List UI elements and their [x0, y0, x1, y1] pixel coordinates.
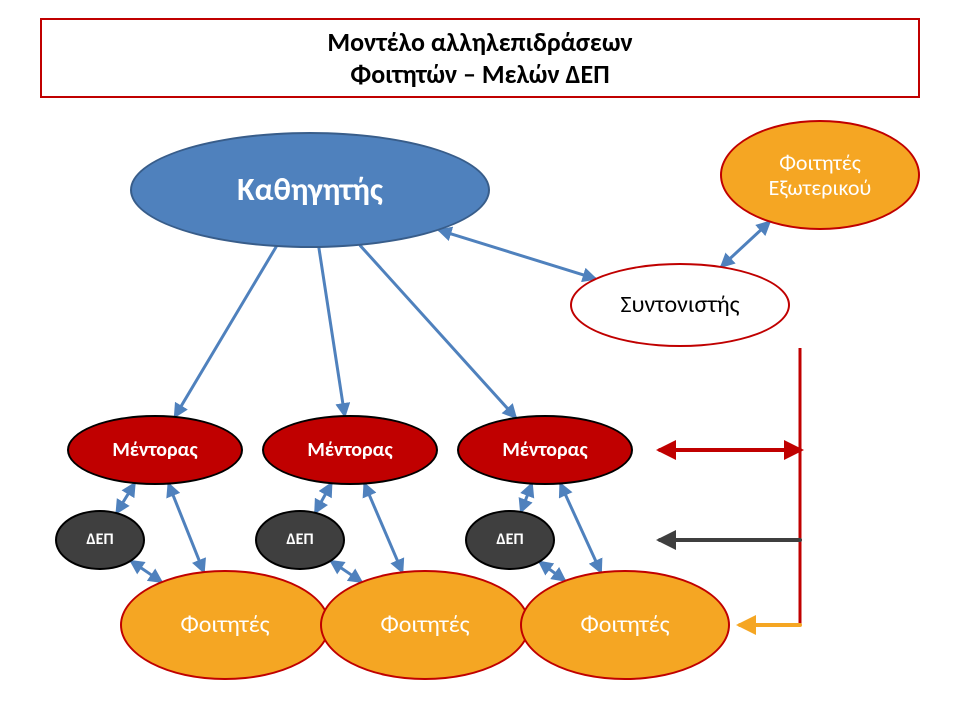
node-coordinator: Συντονιστής — [570, 263, 790, 347]
label-students-external: ΦοιτητέςΕξωτερικού — [769, 150, 872, 201]
label-students-3: Φοιτητές — [580, 611, 669, 639]
label-mentor-3: Μέντορας — [502, 439, 587, 462]
title-line2: Φοιτητών – Μελών ΔΕΠ — [350, 58, 609, 90]
node-dep-2: ΔΕΠ — [255, 510, 345, 570]
node-mentor-1: Μέντορας — [67, 415, 243, 485]
label-dep-1: ΔΕΠ — [86, 531, 113, 549]
node-mentor-3: Μέντορας — [457, 415, 633, 485]
label-coordinator: Συντονιστής — [620, 291, 739, 319]
label-students-2: Φοιτητές — [380, 611, 469, 639]
node-professor: Καθηγητής — [130, 132, 490, 248]
title-box: Μοντέλο αλληλεπιδράσεων Φοιτητών – Μελών… — [40, 18, 920, 98]
label-professor: Καθηγητής — [237, 172, 383, 209]
label-mentor-2: Μέντορας — [307, 439, 392, 462]
label-dep-3: ΔΕΠ — [496, 531, 523, 549]
label-mentor-1: Μέντορας — [112, 439, 197, 462]
label-dep-2: ΔΕΠ — [286, 531, 313, 549]
node-students-3: Φοιτητές — [520, 570, 730, 680]
node-students-external: ΦοιτητέςΕξωτερικού — [720, 120, 920, 230]
node-dep-1: ΔΕΠ — [55, 510, 145, 570]
node-students-2: Φοιτητές — [320, 570, 530, 680]
title-line1: Μοντέλο αλληλεπιδράσεων — [327, 26, 632, 58]
label-students-1: Φοιτητές — [180, 611, 269, 639]
node-mentor-2: Μέντορας — [262, 415, 438, 485]
node-students-1: Φοιτητές — [120, 570, 330, 680]
node-dep-3: ΔΕΠ — [465, 510, 555, 570]
